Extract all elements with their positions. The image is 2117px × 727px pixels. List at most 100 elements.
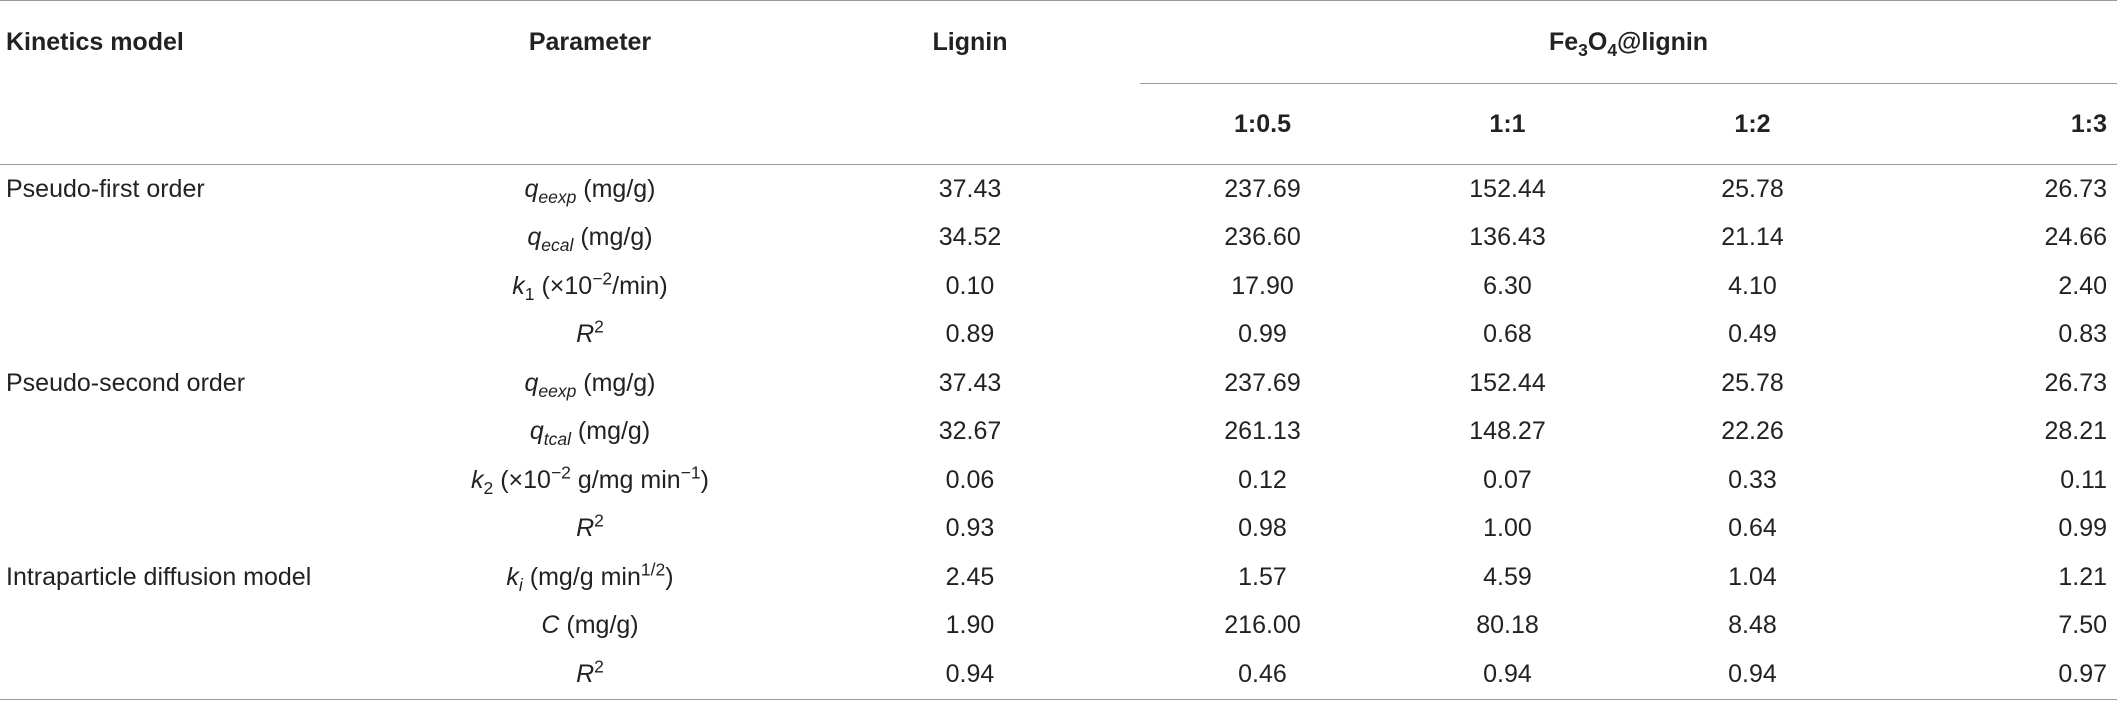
lignin-value: 37.43 bbox=[938, 174, 1002, 203]
ratio-1-1-value: 80.18 bbox=[1476, 611, 1539, 640]
parameter-cell: k1 (×10−2/min) bbox=[380, 262, 800, 311]
table-row: Intraparticle diffusion model ki (mg/g mi… bbox=[0, 553, 2117, 602]
header-kinetics-model: Kinetics model bbox=[0, 0, 380, 84]
param-unit: (mg/g) bbox=[573, 223, 653, 252]
header-row-1: Kinetics model Parameter Lignin Fe3O4@li… bbox=[0, 0, 2117, 84]
param-unit-superscript: −2 bbox=[592, 268, 613, 289]
ratio-1-1-value: 152.44 bbox=[1469, 174, 1546, 203]
param-unit: (mg/g) bbox=[559, 611, 639, 640]
param-superscript: 2 bbox=[594, 316, 604, 337]
ratio-1-1-value: 148.27 bbox=[1469, 417, 1546, 446]
kinetics-model-cell: Pseudo-first order bbox=[6, 174, 205, 203]
table-row: qecal (mg/g) 34.52 236.60 136.43 21.14 24.66 bbox=[0, 214, 2117, 263]
param-symbol: R bbox=[576, 659, 595, 688]
param-subscript: ecal bbox=[541, 235, 574, 256]
ratio-1-3-value: 24.66 bbox=[2044, 223, 2108, 252]
table-row: Pseudo-first order qeexp (mg/g) 37.43 237.6… bbox=[0, 165, 2117, 214]
param-subscript: eexp bbox=[538, 380, 577, 401]
ratio-1-0.5-value: 236.60 bbox=[1224, 223, 1301, 252]
ratio-1-3-value: 0.11 bbox=[2060, 465, 2108, 494]
param-unit: (mg/g) bbox=[576, 368, 656, 397]
parameter-cell: qecal (mg/g) bbox=[380, 214, 800, 263]
ratio-1-3-value: 26.73 bbox=[2044, 174, 2108, 203]
kinetics-model-cell bbox=[0, 456, 380, 505]
lignin-value: 0.94 bbox=[800, 650, 1140, 700]
ratio-1-1-value: 4.59 bbox=[1483, 562, 1532, 591]
lignin-value: 0.93 bbox=[945, 514, 995, 543]
header-parameter: Parameter bbox=[380, 0, 800, 84]
param-symbol: q bbox=[524, 368, 539, 397]
param-symbol: q bbox=[524, 174, 539, 203]
param-unit-tail: g/mg min bbox=[570, 465, 681, 494]
ratio-1-2-value: 8.48 bbox=[1728, 611, 1777, 640]
kinetics-model-cell bbox=[0, 602, 380, 651]
kinetics-table: Kinetics model Parameter Lignin Fe3O4@li… bbox=[0, 0, 2117, 700]
kinetics-model-cell bbox=[0, 262, 380, 311]
lignin-value: 0.06 bbox=[945, 465, 995, 494]
ratio-1-0.5-value: 237.69 bbox=[1224, 368, 1301, 397]
param-close: ) bbox=[700, 465, 709, 494]
ratio-1-0.5-value: 0.98 bbox=[1238, 514, 1287, 543]
param-subscript: eexp bbox=[538, 186, 577, 207]
ratio-1-1-value: 6.30 bbox=[1483, 271, 1532, 300]
ratio-1-3-value: 2.40 bbox=[2058, 271, 2108, 300]
param-tail-superscript: −1 bbox=[680, 462, 701, 483]
ratio-1-1-value: 152.44 bbox=[1469, 368, 1546, 397]
ratio-1-0.5-value: 0.12 bbox=[1238, 465, 1287, 494]
ratio-1-1-value: 1.00 bbox=[1483, 514, 1532, 543]
ratio-1-1-value: 0.68 bbox=[1483, 320, 1532, 349]
ratio-1-0.5-value: 216.00 bbox=[1224, 611, 1301, 640]
param-symbol: k bbox=[471, 465, 484, 494]
parameter-cell: qeexp (mg/g) bbox=[380, 359, 800, 408]
param-subscript: 2 bbox=[483, 477, 494, 498]
parameter-cell: R2 bbox=[380, 505, 800, 554]
ratio-1-2-value: 25.78 bbox=[1721, 174, 1784, 203]
param-unit: (×10 bbox=[534, 271, 593, 300]
header-blank-1 bbox=[0, 83, 380, 165]
kinetics-model-cell: Intraparticle diffusion model bbox=[6, 562, 312, 591]
lignin-value: 37.43 bbox=[938, 368, 1002, 397]
table-row: k1 (×10−2/min) 0.10 17.90 6.30 4.10 2.40 bbox=[0, 262, 2117, 311]
param-symbol: k bbox=[512, 271, 525, 300]
header-row-2: 1:0.5 1:1 1:2 1:3 bbox=[0, 83, 2117, 165]
ratio-1-3-value: 0.83 bbox=[2058, 320, 2108, 349]
param-unit: (×10 bbox=[493, 465, 551, 494]
header-fe3o4-lignin: Fe3O4@lignin bbox=[1140, 0, 2117, 84]
header-blank-3 bbox=[800, 83, 1140, 165]
header-blank-2 bbox=[380, 83, 800, 165]
fe-group-pre: Fe bbox=[1548, 27, 1579, 56]
parameter-cell: R2 bbox=[380, 311, 800, 360]
ratio-1-2-value: 0.49 bbox=[1728, 320, 1777, 349]
param-superscript: 2 bbox=[594, 656, 604, 677]
ratio-1-0.5-value: 0.99 bbox=[1238, 320, 1287, 349]
param-symbol: k bbox=[506, 562, 519, 591]
parameter-cell: qeexp (mg/g) bbox=[380, 165, 800, 214]
parameter-cell: R2 bbox=[380, 650, 800, 700]
ratio-1-0.5-value: 261.13 bbox=[1224, 417, 1301, 446]
param-unit-tail: /min) bbox=[612, 271, 668, 300]
lignin-value: 0.89 bbox=[945, 320, 995, 349]
ratio-1-0.5-value: 0.46 bbox=[1140, 650, 1385, 700]
ratio-1-2-value: 21.14 bbox=[1721, 223, 1784, 252]
ratio-1-3-value: 7.50 bbox=[2058, 611, 2108, 640]
param-superscript: 2 bbox=[594, 510, 604, 531]
header-ratio-1-0.5: 1:0.5 bbox=[1140, 83, 1385, 165]
fe-group-mid: O bbox=[1587, 27, 1608, 56]
table-body: Pseudo-first order qeexp (mg/g) 37.43 237.6… bbox=[0, 165, 2117, 700]
param-symbol: R bbox=[576, 320, 595, 349]
table-row: R2 0.93 0.98 1.00 0.64 0.99 bbox=[0, 505, 2117, 554]
table-row: k2 (×10−2 g/mg min−1) 0.06 0.12 0.07 0.33 0.1… bbox=[0, 456, 2117, 505]
ratio-1-2-value: 22.26 bbox=[1721, 417, 1784, 446]
ratio-1-0.5-value: 17.90 bbox=[1231, 271, 1294, 300]
ratio-1-2-value: 1.04 bbox=[1728, 562, 1777, 591]
ratio-1-2-value: 25.78 bbox=[1721, 368, 1784, 397]
parameter-cell: k2 (×10−2 g/mg min−1) bbox=[380, 456, 800, 505]
table-row: R2 0.89 0.99 0.68 0.49 0.83 bbox=[0, 311, 2117, 360]
ratio-1-0.5-value: 237.69 bbox=[1224, 174, 1301, 203]
fe-group-sub1: 3 bbox=[1578, 39, 1588, 60]
param-subscript: i bbox=[518, 574, 523, 595]
table-row: Pseudo-second order qeexp (mg/g) 37.43 237.… bbox=[0, 359, 2117, 408]
param-symbol: R bbox=[576, 514, 595, 543]
header-ratio-1-3: 1:3 bbox=[1875, 83, 2117, 165]
param-unit-superscript: −2 bbox=[550, 462, 571, 483]
